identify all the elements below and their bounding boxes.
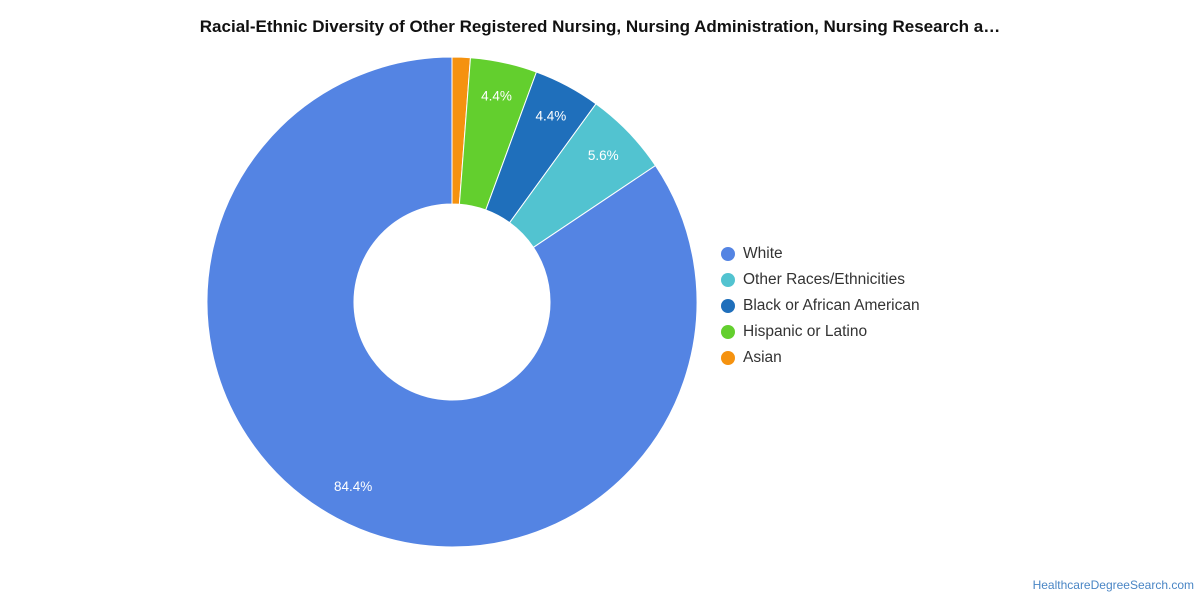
slice-label-hispanic-or-latino: 4.4% <box>481 88 512 103</box>
legend-swatch <box>721 273 735 287</box>
legend-swatch <box>721 299 735 313</box>
legend-item-hispanic-or-latino[interactable]: Hispanic or Latino <box>721 319 920 345</box>
legend-label: Black or African American <box>743 297 920 314</box>
legend-label: Hispanic or Latino <box>743 323 868 340</box>
legend-swatch <box>721 325 735 339</box>
legend-item-white[interactable]: White <box>721 241 920 267</box>
legend-swatch <box>721 351 735 365</box>
legend-item-other-races-ethnicities[interactable]: Other Races/Ethnicities <box>721 267 920 293</box>
slice-label-white: 84.4% <box>334 479 372 494</box>
slice-label-black-or-african-american: 4.4% <box>535 108 566 123</box>
legend-swatch <box>721 247 735 261</box>
source-link[interactable]: HealthcareDegreeSearch.com <box>1032 578 1194 592</box>
legend-item-black-or-african-american[interactable]: Black or African American <box>721 293 920 319</box>
legend-label: White <box>743 245 783 262</box>
slice-label-other-races-ethnicities: 5.6% <box>588 148 619 163</box>
legend-label: Other Races/Ethnicities <box>743 271 905 288</box>
slice-white[interactable] <box>206 56 698 548</box>
legend-label: Asian <box>743 349 782 366</box>
chart-legend: White Other Races/Ethnicities Black or Afr… <box>721 241 920 371</box>
chart-title: Racial-Ethnic Diversity of Other Registe… <box>199 17 1001 36</box>
legend-item-asian[interactable]: Asian <box>721 345 920 371</box>
